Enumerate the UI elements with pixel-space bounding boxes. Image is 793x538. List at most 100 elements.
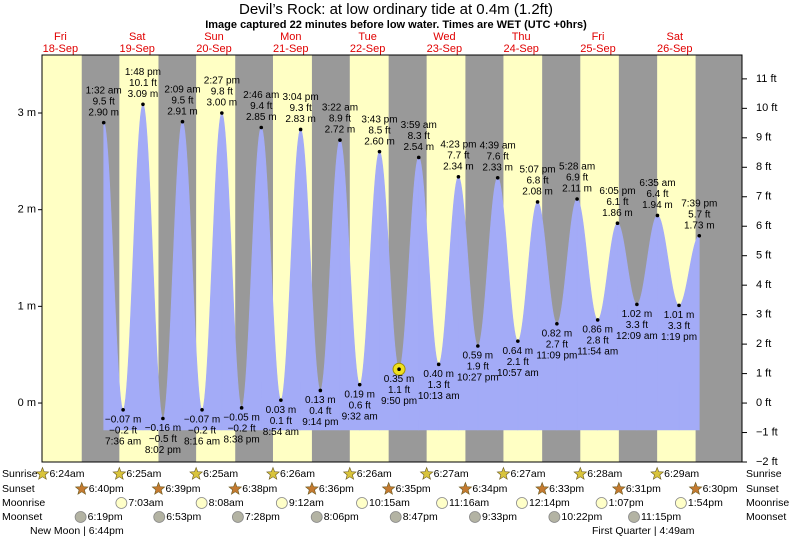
tide-area xyxy=(556,198,578,431)
tide-area xyxy=(162,120,183,431)
event-time: 8:47pm xyxy=(403,511,438,523)
tide-area xyxy=(300,128,321,431)
tide-point xyxy=(161,416,165,421)
tide-label: 11:54 am xyxy=(577,347,618,358)
tide-label: 0.64 m xyxy=(503,346,534,357)
tide-label: 9.8 ft xyxy=(211,87,233,98)
tide-label: 0.59 m xyxy=(463,351,494,362)
tide-point xyxy=(121,407,125,412)
moon-icon xyxy=(436,497,448,509)
tide-area xyxy=(359,150,380,431)
tide-area xyxy=(418,156,439,431)
tide-point xyxy=(476,344,480,348)
tide-label: 1.01 m xyxy=(664,310,695,321)
event-time: 6:28am xyxy=(587,468,622,480)
day-date: 21-Sep xyxy=(273,43,308,55)
day-name: Fri xyxy=(54,31,67,43)
tide-label: 6.1 ft xyxy=(606,197,628,208)
day-name: Sat xyxy=(667,31,684,43)
event-time: 6:39pm xyxy=(165,483,200,495)
event-time: 6:53pm xyxy=(166,511,201,523)
day-name: Sun xyxy=(204,31,224,43)
tide-label: 8:38 pm xyxy=(224,435,260,446)
tide-label: −0.2 ft xyxy=(188,425,216,436)
tide-label: 2.8 ft xyxy=(587,336,609,347)
tide-label: 4:39 am xyxy=(480,140,516,151)
tide-label: 1.94 m xyxy=(642,200,673,211)
tide-label: 9.5 ft xyxy=(93,96,115,107)
tide-label: −0.07 m xyxy=(184,414,220,425)
tide-area xyxy=(576,198,598,431)
event-time: 8:08am xyxy=(209,497,244,509)
tide-label: 5.7 ft xyxy=(688,209,710,220)
sun-icon xyxy=(496,466,511,480)
moon-icon xyxy=(115,497,128,509)
tide-point xyxy=(555,321,559,326)
tide-label: 1.86 m xyxy=(602,208,633,219)
tide-area xyxy=(398,156,420,431)
tide-label: 3.09 m xyxy=(128,89,159,100)
y2-tick-label: 3 ft xyxy=(756,309,771,321)
tide-point xyxy=(298,127,303,132)
tide-area xyxy=(339,139,361,431)
row-label: Sunrise xyxy=(2,468,38,480)
tide-label: 7.6 ft xyxy=(487,151,509,162)
tide-label: 3.00 m xyxy=(207,98,238,109)
tide-label: 10:57 am xyxy=(497,368,539,379)
event-time: 6:26am xyxy=(280,468,315,480)
tide-label: 1:32 am xyxy=(86,85,122,96)
tide-point xyxy=(416,155,421,160)
tide-label: 9.3 ft xyxy=(289,103,311,114)
tide-point xyxy=(655,213,660,218)
tide-area xyxy=(221,111,242,431)
tide-label: 8:54 am xyxy=(263,427,299,438)
tide-area xyxy=(260,126,282,431)
day-date: 26-Sep xyxy=(657,43,692,55)
sun-icon xyxy=(611,481,626,495)
day-name: Thu xyxy=(512,31,531,43)
y-tick-label: 2 m xyxy=(18,204,36,216)
tide-label: 0.35 m xyxy=(384,374,415,385)
moon-icon xyxy=(153,511,166,523)
event-time: 7:28pm xyxy=(245,511,280,523)
tide-area xyxy=(280,128,301,431)
tide-label: 0.86 m xyxy=(582,325,613,336)
tide-label: 0.1 ft xyxy=(270,416,292,427)
tide-point xyxy=(595,318,600,322)
event-time: 6:25am xyxy=(203,468,238,480)
row-label: Moonset xyxy=(2,511,42,523)
moon-icon xyxy=(674,497,687,509)
moon-icon xyxy=(595,497,608,509)
sun-icon xyxy=(151,481,166,495)
event-time: 11:15pm xyxy=(641,511,681,523)
tide-point xyxy=(397,367,401,371)
day-date: 22-Sep xyxy=(350,43,385,55)
tide-label: 2.34 m xyxy=(443,161,474,172)
event-time: 6:35pm xyxy=(396,483,431,495)
y-tick-label: 1 m xyxy=(18,300,36,312)
tide-label: 4:23 pm xyxy=(440,139,476,150)
tide-label: −0.2 ft xyxy=(228,424,256,435)
tide-label: 1.02 m xyxy=(622,309,653,320)
moon-icon xyxy=(74,511,87,523)
tide-point xyxy=(180,119,185,124)
tide-label: 0.82 m xyxy=(542,328,573,339)
sun-icon xyxy=(266,466,280,480)
row-label: Moonset xyxy=(746,511,786,523)
tide-label: 0.03 m xyxy=(266,405,297,416)
moon-icon xyxy=(516,497,528,509)
tide-label: 2.83 m xyxy=(285,114,316,125)
tide-label: 12:09 am xyxy=(616,331,658,342)
tide-label: 7:39 pm xyxy=(681,198,717,209)
day-date: 24-Sep xyxy=(503,43,538,55)
tide-point xyxy=(615,221,620,226)
tide-area xyxy=(182,120,203,431)
moon-icon xyxy=(356,497,368,509)
tide-label: 3.3 ft xyxy=(668,321,690,332)
tide-label: 3:22 am xyxy=(322,103,358,114)
tide-label: 3.3 ft xyxy=(626,320,648,331)
tide-point xyxy=(200,407,204,412)
moon-phase: New Moon | 6:44pm xyxy=(30,525,124,537)
event-time: 10:22pm xyxy=(561,511,602,523)
tide-area xyxy=(103,121,124,431)
